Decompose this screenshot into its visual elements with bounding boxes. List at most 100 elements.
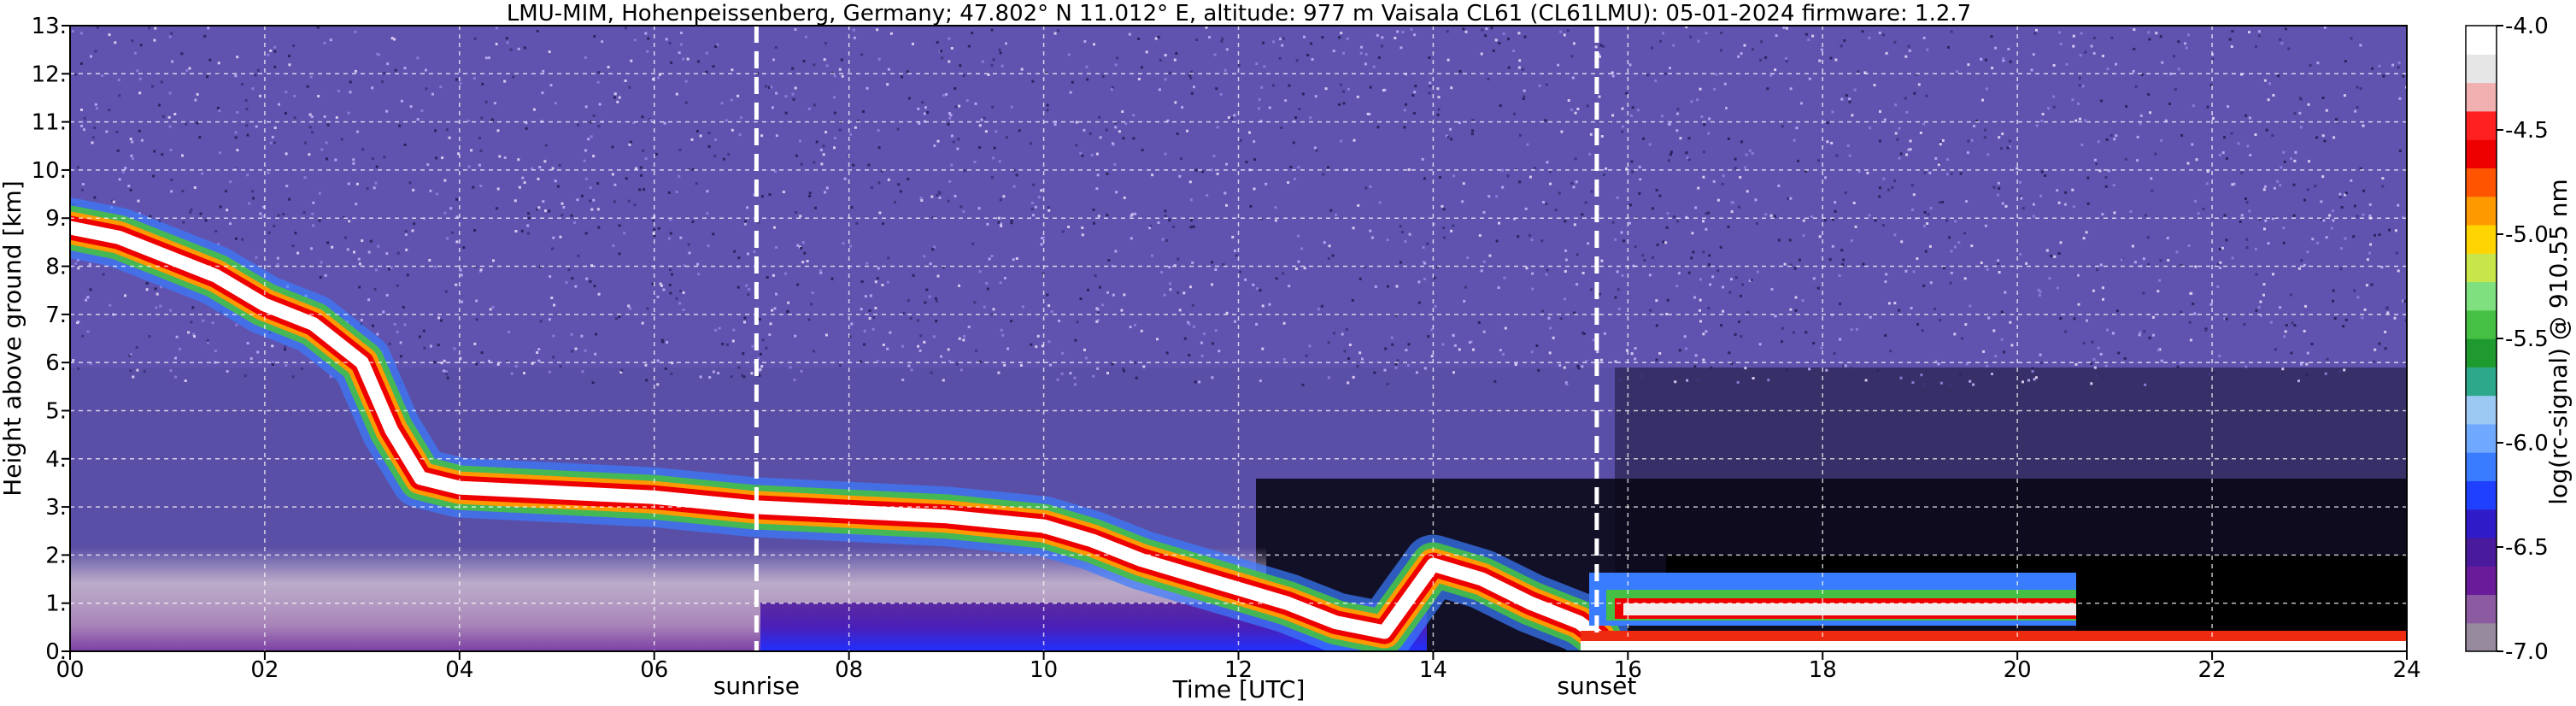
noise-dot <box>1668 122 1671 126</box>
noise-dot <box>1221 37 1224 40</box>
noise-dot <box>2248 209 2251 213</box>
noise-dot <box>863 329 866 332</box>
noise-dot <box>1926 222 1929 225</box>
noise-dot <box>2339 268 2343 271</box>
noise-dot <box>302 211 306 215</box>
noise-dot <box>948 60 951 63</box>
noise-dot <box>1740 52 1743 56</box>
noise-dot <box>356 130 360 133</box>
noise-dot <box>741 374 744 377</box>
noise-dot <box>1526 143 1529 146</box>
noise-dot <box>2309 63 2312 67</box>
noise-dot <box>852 163 855 167</box>
noise-dot <box>688 251 691 255</box>
noise-dot <box>1079 151 1083 155</box>
noise-dot <box>731 339 735 343</box>
noise-dot <box>795 154 798 157</box>
noise-dot <box>2133 47 2136 50</box>
noise-dot <box>730 375 733 379</box>
noise-dot <box>2243 322 2246 326</box>
noise-dot <box>91 141 94 144</box>
noise-dot <box>1488 254 1492 257</box>
noise-dot <box>403 67 407 70</box>
noise-dot <box>874 306 877 309</box>
noise-dot <box>1630 114 1633 117</box>
noise-dot <box>2138 333 2141 337</box>
noise-dot <box>2002 57 2005 60</box>
noise-dot <box>204 219 208 222</box>
noise-dot <box>358 262 361 266</box>
noise-dot <box>1208 36 1212 39</box>
noise-dot <box>252 197 255 200</box>
noise-dot <box>1879 139 1881 143</box>
noise-dot <box>1211 283 1214 286</box>
noise-dot <box>1839 338 1842 341</box>
noise-dot <box>527 216 531 220</box>
noise-dot <box>1693 365 1697 368</box>
x-tick-label: 04 <box>445 657 473 683</box>
noise-dot <box>331 245 334 249</box>
noise-dot <box>2378 64 2381 68</box>
noise-dot <box>2393 316 2397 320</box>
noise-dot <box>2289 293 2292 297</box>
noise-dot <box>936 299 938 303</box>
noise-dot <box>1099 285 1101 289</box>
x-tick-label: 24 <box>2392 657 2421 683</box>
noise-dot <box>2132 69 2135 73</box>
noise-dot <box>1118 130 1121 133</box>
noise-dot <box>366 187 369 191</box>
noise-dot <box>1433 276 1436 279</box>
noise-dot <box>958 284 960 287</box>
noise-dot <box>2158 348 2162 351</box>
noise-dot <box>1212 155 1216 158</box>
noise-dot <box>737 256 741 260</box>
noise-dot <box>276 256 279 260</box>
noise-dot <box>1727 225 1730 228</box>
noise-dot <box>1750 279 1753 282</box>
noise-dot <box>565 281 568 284</box>
noise-dot <box>2292 214 2296 217</box>
noise-dot <box>1945 173 1949 176</box>
noise-dot <box>135 345 138 349</box>
noise-dot <box>1808 77 1811 80</box>
noise-dot <box>2010 344 2014 347</box>
noise-dot <box>1284 99 1288 103</box>
noise-dot <box>1866 172 1869 174</box>
noise-dot <box>488 359 490 362</box>
noise-dot <box>1697 379 1700 382</box>
noise-dot <box>2263 185 2267 188</box>
noise-dot <box>1743 44 1746 47</box>
noise-dot <box>2039 194 2043 197</box>
noise-dot <box>2071 188 2074 191</box>
noise-dot <box>1040 243 1043 246</box>
noise-dot <box>1576 283 1579 286</box>
noise-dot <box>1558 363 1562 367</box>
noise-dot <box>670 61 673 64</box>
noise-dot <box>1575 180 1578 184</box>
noise-dot <box>2044 174 2047 177</box>
noise-dot <box>1272 40 1275 44</box>
noise-dot <box>1132 114 1135 117</box>
noise-dot <box>1954 245 1957 249</box>
noise-dot <box>1006 347 1010 350</box>
noise-dot <box>1436 113 1440 116</box>
noise-dot <box>1165 239 1169 242</box>
noise-dot <box>1423 262 1427 265</box>
noise-dot <box>967 326 971 328</box>
noise-dot <box>1331 254 1335 257</box>
noise-dot <box>2115 134 2118 138</box>
noise-dot <box>373 287 377 291</box>
noise-dot <box>2359 44 2362 47</box>
noise-dot <box>625 177 628 180</box>
noise-dot <box>2353 204 2356 208</box>
noise-dot <box>1542 201 1545 203</box>
noise-dot <box>2397 66 2400 69</box>
noise-dot <box>2231 30 2234 32</box>
noise-dot <box>1178 174 1182 178</box>
noise-dot <box>786 309 789 313</box>
noise-dot <box>1096 174 1100 177</box>
noise-dot <box>653 234 656 238</box>
noise-dot <box>433 361 437 364</box>
noise-dot <box>1699 298 1702 302</box>
noise-dot <box>523 181 526 185</box>
